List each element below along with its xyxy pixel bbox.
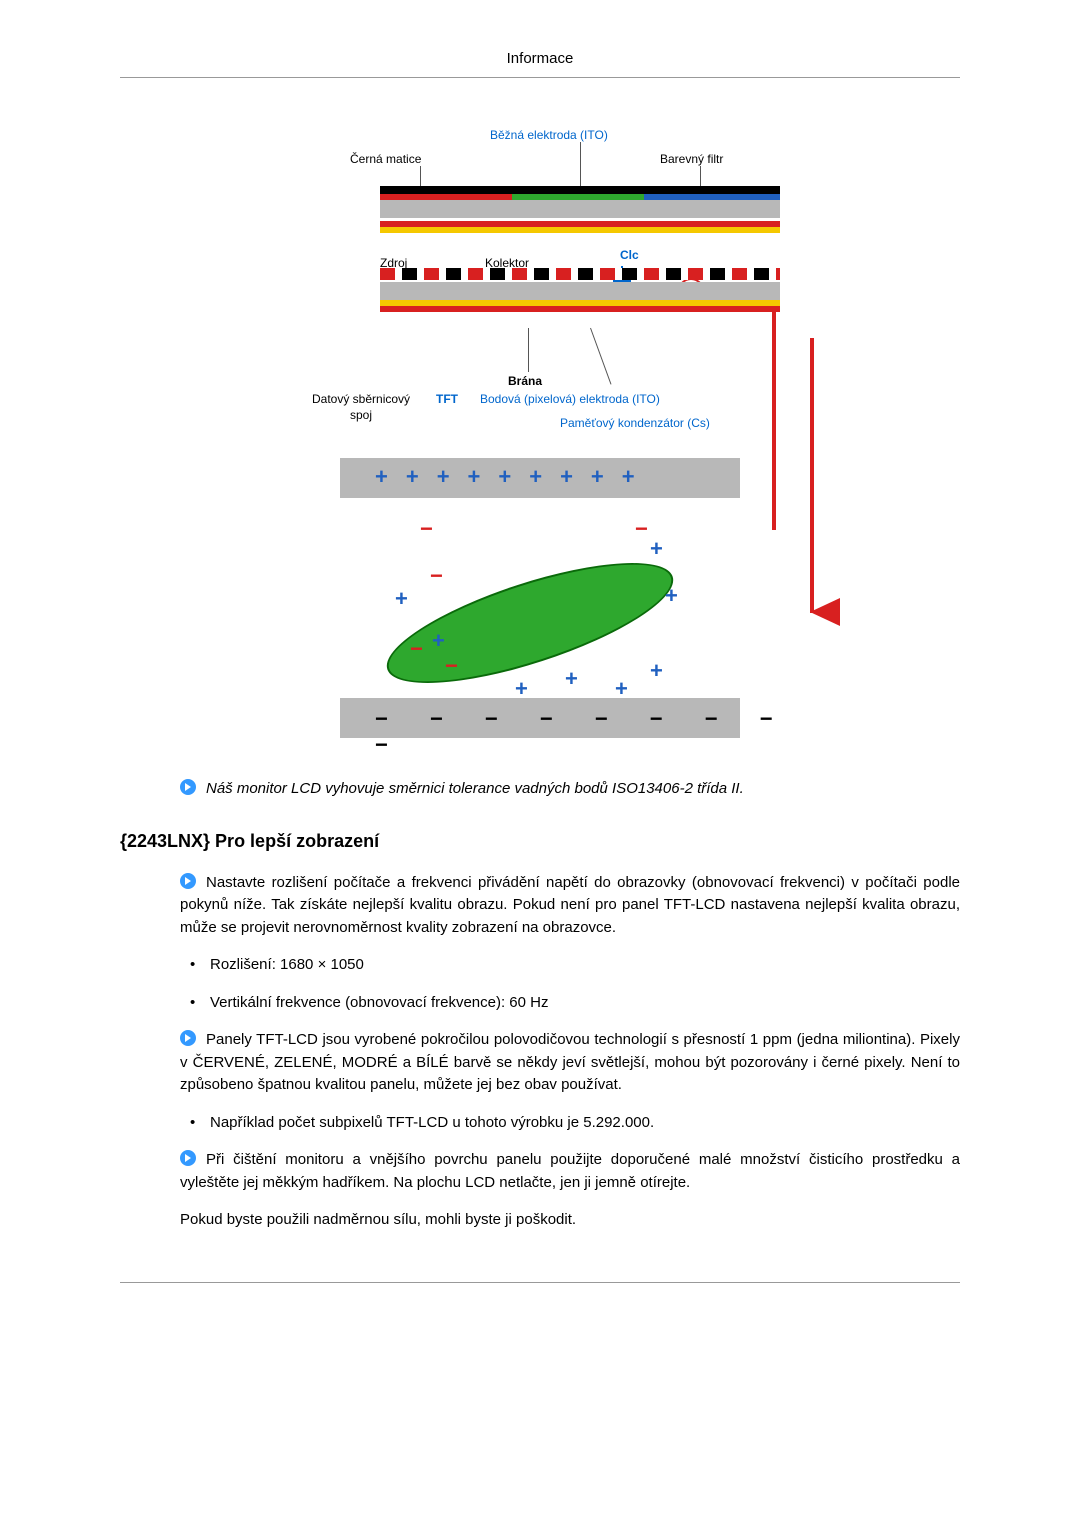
paragraph-force: Pokud byste použili nadměrnou sílu, mohl… bbox=[180, 1209, 960, 1232]
label-black-matrix: Černá matice bbox=[350, 152, 421, 166]
label-clc: Clc bbox=[620, 248, 639, 262]
layer-alignment bbox=[380, 227, 780, 233]
minus-charge: − bbox=[420, 516, 433, 542]
label-storage-cap: Paměťový kondenzátor (Cs) bbox=[560, 416, 710, 430]
list-item: Například počet subpixelů TFT-LCD u toho… bbox=[180, 1112, 960, 1135]
plus-charge: + bbox=[665, 583, 678, 609]
layer-black-matrix bbox=[380, 186, 780, 194]
label-tft: TFT bbox=[436, 392, 458, 406]
layer-glass-top bbox=[380, 200, 780, 218]
paragraph-resolution: Nastavte rozlišení počítače a frekvenci … bbox=[180, 872, 960, 940]
plus-charge: + bbox=[432, 628, 445, 654]
para1-text: Nastavte rozlišení počítače a frekvenci … bbox=[180, 874, 960, 936]
arrow-bullet-icon bbox=[180, 779, 196, 795]
plus-charge: + bbox=[650, 536, 663, 562]
content-body-2: Nastavte rozlišení počítače a frekvenci … bbox=[180, 872, 960, 1232]
callout-line bbox=[420, 166, 421, 188]
minus-charge: − bbox=[410, 636, 423, 662]
tft-diagram: Běžná elektroda (ITO) Černá matice Barev… bbox=[280, 128, 800, 748]
plus-charge: + bbox=[565, 666, 578, 692]
label-brana: Brána bbox=[508, 374, 542, 388]
footer-divider bbox=[120, 1282, 960, 1283]
label-databus2: spoj bbox=[350, 408, 372, 422]
label-top-electrode: Běžná elektroda (ITO) bbox=[490, 128, 608, 142]
lower-layers bbox=[380, 268, 780, 358]
section-heading: {2243LNX} Pro lepší zobrazení bbox=[120, 831, 960, 852]
tft-cross-section: Běžná elektroda (ITO) Černá matice Barev… bbox=[280, 128, 800, 448]
red-arrow-icon bbox=[810, 598, 840, 626]
plus-charge: + bbox=[650, 658, 663, 684]
lc-cell-diagram: +++++++++ − − + − + + − + − + + + + − − … bbox=[280, 458, 800, 748]
arrow-bullet-icon bbox=[180, 1030, 196, 1046]
arrow-bullet-icon bbox=[180, 1150, 196, 1166]
plus-charges-top: +++++++++ bbox=[375, 464, 653, 490]
callout-line bbox=[700, 166, 701, 188]
arrow-bullet-icon bbox=[180, 873, 196, 889]
para3-text: Při čištění monitoru a vnějšího povrchu … bbox=[180, 1151, 960, 1191]
layer-red-bottom bbox=[380, 306, 780, 312]
paragraph-tft-panel: Panely TFT-LCD jsou vyrobené pokročilou … bbox=[180, 1029, 960, 1097]
paragraph-cleaning: Při čištění monitoru a vnějšího povrchu … bbox=[180, 1149, 960, 1194]
iso-note-text: Náš monitor LCD vyhovuje směrnici tolera… bbox=[206, 780, 744, 797]
list-item: Rozlišení: 1680 × 1050 bbox=[180, 954, 960, 977]
layer-stack bbox=[380, 186, 780, 233]
content-body: Náš monitor LCD vyhovuje směrnici tolera… bbox=[180, 778, 960, 801]
para2-text: Panely TFT-LCD jsou vyrobené pokročilou … bbox=[180, 1031, 960, 1093]
plus-charge: + bbox=[395, 586, 408, 612]
minus-charge: − bbox=[430, 563, 443, 589]
label-color-filter: Barevný filtr bbox=[660, 152, 723, 166]
list-item: Vertikální frekvence (obnovovací frekven… bbox=[180, 992, 960, 1015]
label-pixel-electrode: Bodová (pixelová) elektroda (ITO) bbox=[480, 392, 660, 406]
minus-charge: − bbox=[445, 653, 458, 679]
subpixel-list: Například počet subpixelů TFT-LCD u toho… bbox=[180, 1112, 960, 1135]
minus-charges-bottom: − − − − − − − − − bbox=[375, 706, 800, 758]
red-connector-vert bbox=[810, 338, 814, 613]
label-databus1: Datový sběrnicový bbox=[312, 392, 410, 406]
minus-charge: − bbox=[635, 516, 648, 542]
resolution-list: Rozlišení: 1680 × 1050 Vertikální frekve… bbox=[180, 954, 960, 1014]
iso-note: Náš monitor LCD vyhovuje směrnici tolera… bbox=[180, 778, 960, 801]
page-header: Informace bbox=[120, 50, 960, 78]
